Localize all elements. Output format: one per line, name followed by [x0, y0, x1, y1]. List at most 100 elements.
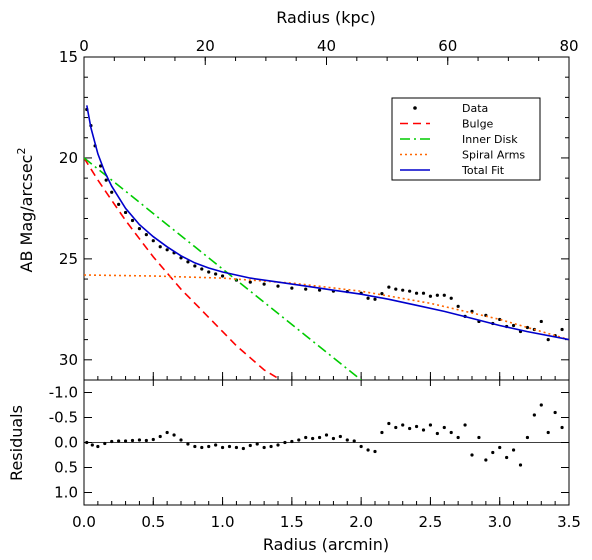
residual-point — [137, 438, 142, 442]
top-axis-label: Radius (kpc) — [276, 8, 375, 27]
legend-label: Inner Disk — [462, 133, 518, 146]
legend-items: Data Bulge Inner Disk Spiral Arms Total Fit — [400, 102, 525, 177]
residual-point — [317, 435, 322, 440]
residual-point — [359, 444, 363, 449]
residual-point — [484, 458, 488, 462]
residual-point — [297, 438, 301, 442]
legend-label: Data — [462, 102, 488, 115]
main-y-tick-label: 20 — [59, 149, 78, 167]
residual-point — [262, 445, 266, 450]
residual-point — [408, 426, 412, 431]
axes-layer: 0.0 0.5 1.0 1.5 2.0 2.5 3.0 3.5 0 20 40 60 80 15 20 25 3… — [49, 37, 581, 531]
residual-point — [193, 444, 197, 449]
residual-point — [387, 421, 391, 426]
residual-point — [470, 453, 474, 457]
residual-point — [144, 438, 148, 443]
top-axis-tick-label: 40 — [317, 37, 336, 55]
top-axis-tick-label: 20 — [196, 37, 215, 55]
residual-point — [220, 445, 225, 450]
series-line-inner-disk — [84, 157, 362, 380]
residual-point — [255, 442, 259, 446]
data-point — [151, 239, 155, 243]
data-point — [560, 327, 564, 332]
data-point — [449, 296, 453, 300]
residual-point — [214, 443, 218, 447]
data-point — [248, 280, 252, 284]
residual-point — [186, 442, 190, 446]
series-line-total-fit — [86, 105, 569, 341]
residual-point — [456, 435, 460, 440]
residual-point — [96, 444, 100, 449]
residual-point — [352, 439, 356, 443]
data-point — [546, 338, 550, 342]
data-point — [220, 274, 225, 278]
data-point — [414, 291, 419, 295]
data-point — [137, 226, 142, 231]
residual-y-tick-label: 0.0 — [54, 434, 78, 452]
bottom-axis-tick-label: 1.5 — [280, 513, 304, 531]
data-point — [401, 288, 405, 292]
residual-point — [311, 436, 315, 441]
residual-point — [200, 445, 204, 450]
series-line-bulge — [84, 157, 282, 380]
residual-point — [345, 438, 349, 442]
data-point — [130, 218, 135, 223]
data-point — [317, 288, 322, 292]
residual-point — [241, 446, 245, 451]
data-point — [193, 264, 197, 268]
data-point — [387, 285, 391, 289]
data-point — [158, 245, 162, 249]
data-point — [394, 287, 398, 291]
residual-point — [463, 423, 467, 427]
main-y-axis-label: AB Mag/arcsec2 — [15, 148, 36, 273]
residual-point — [511, 448, 516, 452]
data-point — [525, 325, 530, 330]
residual-point — [123, 439, 128, 443]
residual-point — [207, 444, 211, 449]
data-point — [165, 248, 169, 252]
residual-point — [442, 425, 446, 430]
residual-point — [290, 439, 294, 444]
bottom-axis-tick-label: 0.5 — [141, 513, 165, 531]
data-point — [290, 286, 294, 290]
top-axis-tick-label: 0 — [79, 37, 89, 55]
residual-y-tick-label: -1.0 — [49, 384, 78, 402]
residual-point — [449, 430, 453, 435]
residual-y-axis-label: Residuals — [7, 405, 26, 481]
data-point — [104, 178, 108, 182]
data-point — [207, 270, 211, 274]
residual-point — [532, 413, 536, 417]
legend-box — [391, 97, 541, 181]
residual-point — [269, 444, 273, 449]
residual-point — [560, 425, 564, 430]
residual-y-tick-label: 0.5 — [54, 459, 78, 477]
legend-label: Bulge — [462, 118, 494, 131]
bottom-axis-tick-label: 0.0 — [72, 513, 96, 531]
residual-point — [435, 431, 439, 436]
data-point — [214, 272, 218, 276]
main-y-axis-label-text: AB Mag/arcsec — [17, 155, 36, 273]
residual-point — [151, 437, 155, 442]
residual-point — [90, 443, 94, 447]
residual-point — [276, 443, 280, 447]
residual-point — [366, 448, 370, 452]
data-point — [200, 267, 204, 271]
residual-point — [234, 445, 239, 450]
residual-point — [85, 440, 89, 445]
main-y-axis-label-sup: 2 — [15, 148, 28, 155]
residual-point — [394, 425, 398, 430]
residual-point — [525, 435, 530, 440]
residual-point — [414, 424, 419, 429]
residual-plot-area — [84, 403, 569, 467]
residual-point — [498, 445, 502, 450]
residual-point — [130, 438, 135, 443]
data-point — [373, 297, 377, 301]
residual-point — [477, 435, 481, 440]
top-axis-tick-label: 80 — [559, 37, 578, 55]
main-y-tick-label: 15 — [59, 48, 78, 66]
data-point — [304, 287, 308, 291]
legend-label: Spiral Arms — [462, 149, 525, 162]
residual-point — [428, 423, 433, 427]
data-point — [117, 202, 121, 206]
